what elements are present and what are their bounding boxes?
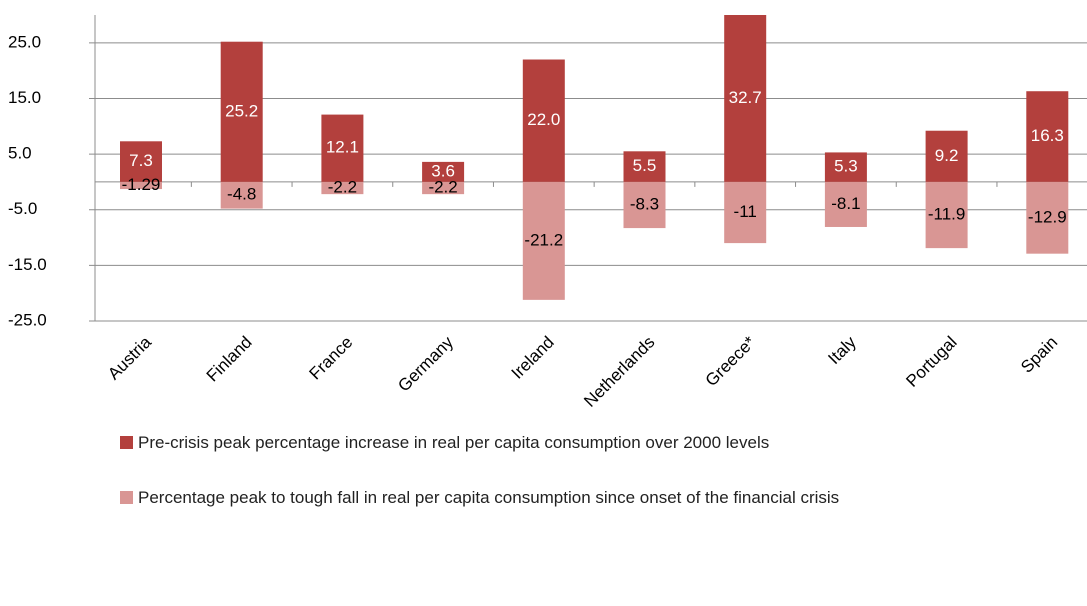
bar: [724, 181, 767, 244]
bar: [422, 181, 465, 195]
x-tick-label: France: [306, 333, 357, 384]
x-tick-label: Spain: [1017, 333, 1061, 377]
bar: [623, 181, 666, 229]
data-label: 3.6: [431, 161, 455, 180]
bar: [724, 15, 767, 182]
y-tick-label: 5.0: [8, 144, 32, 163]
data-label: 7.3: [129, 151, 153, 170]
data-label: -4.8: [227, 185, 256, 204]
bar: [824, 152, 867, 182]
x-tick-label: Netherlands: [580, 333, 658, 411]
bar: [522, 59, 565, 182]
data-label: -2.2: [328, 178, 357, 197]
x-tick-label: Finland: [203, 333, 256, 386]
bar: [925, 130, 968, 182]
data-label: -8.1: [831, 194, 860, 213]
bar: [321, 114, 364, 182]
bar: [220, 181, 263, 209]
data-label: 5.5: [633, 156, 657, 175]
legend-label: Percentage peak to tough fall in real pe…: [138, 488, 840, 507]
y-tick-label: -15.0: [8, 255, 47, 274]
data-label: -11: [734, 202, 757, 221]
bar: [1026, 181, 1069, 254]
legend-swatch: [120, 491, 133, 504]
data-label: -12.9: [1028, 207, 1067, 226]
x-tick-label: Germany: [394, 332, 457, 395]
x-tick-label: Austria: [104, 332, 155, 383]
x-tick-label: Italy: [824, 332, 860, 368]
legend-entry: Percentage peak to tough fall in real pe…: [120, 487, 980, 509]
bar: [120, 141, 162, 182]
bar: [120, 181, 162, 190]
data-label: 25.2: [225, 101, 258, 120]
data-label: 12.1: [326, 138, 359, 157]
y-tick-label: -25.0: [8, 310, 47, 329]
data-label: 16.3: [1031, 126, 1064, 145]
data-label: 22.0: [527, 110, 560, 129]
legend-label: Pre-crisis peak percentage increase in r…: [138, 433, 770, 452]
data-label: 32.7: [729, 88, 762, 107]
y-tick-label: -5.0: [8, 199, 37, 218]
legend-entry: Pre-crisis peak percentage increase in r…: [120, 432, 980, 454]
bar: [522, 181, 565, 300]
legend-swatch: [120, 436, 133, 449]
bar: [321, 181, 364, 195]
data-label: 5.3: [834, 157, 858, 176]
data-label: -1.29: [122, 175, 161, 194]
y-tick-label: 15.0: [8, 88, 41, 107]
x-tick-label: Portugal: [902, 333, 960, 391]
bar: [1026, 91, 1069, 182]
bar: [422, 161, 465, 182]
x-tick-label: Ireland: [508, 333, 558, 383]
bar: [623, 151, 666, 182]
y-tick-label: 25.0: [8, 32, 41, 51]
data-label: -11.9: [928, 204, 966, 223]
data-label: -2.2: [428, 178, 457, 197]
data-label: 9.2: [935, 146, 959, 165]
bar: [824, 181, 867, 227]
data-label: -21.2: [524, 230, 563, 249]
data-label: -8.3: [630, 194, 659, 213]
bar: [925, 181, 968, 249]
x-tick-label: Greece*: [702, 332, 760, 390]
bar: [220, 41, 263, 182]
